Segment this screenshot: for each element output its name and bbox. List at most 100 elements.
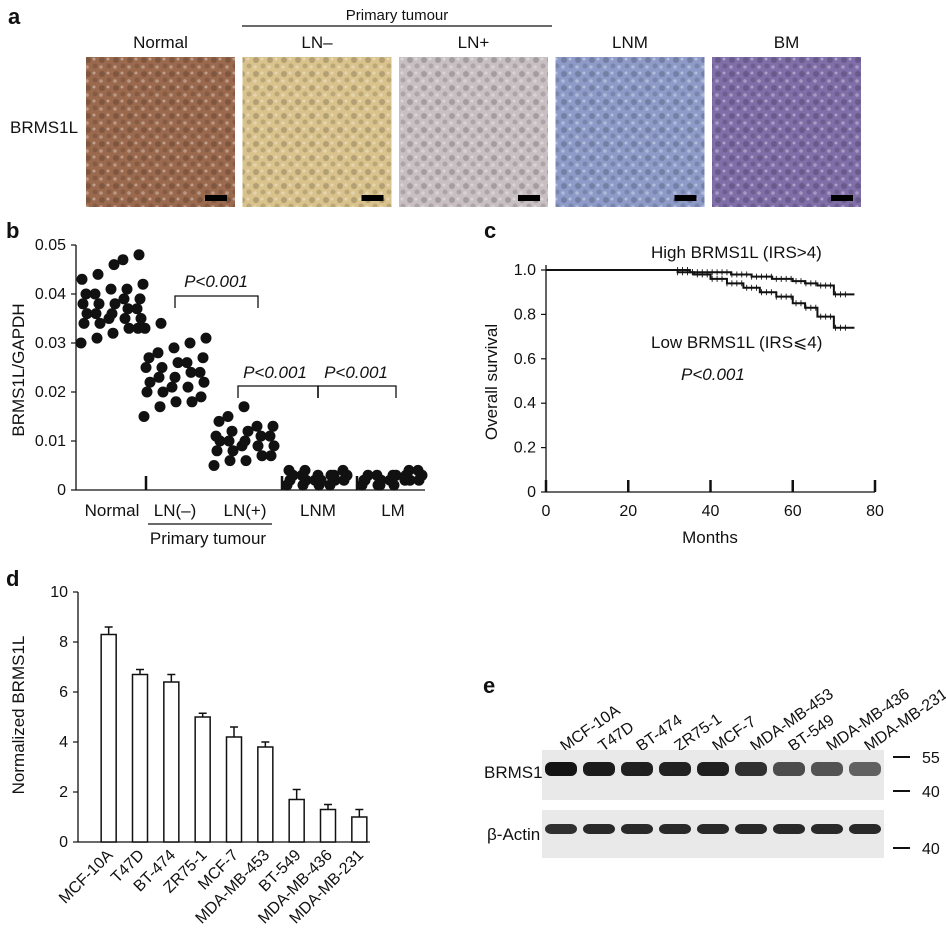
scale-bar-3 xyxy=(674,195,697,201)
point-normal-22 xyxy=(105,283,117,295)
point-normal-29 xyxy=(133,249,145,261)
panel-d: d Normalized BRMS1L 0246810MCF-10AT47DBT… xyxy=(6,566,370,927)
point-ln-8 xyxy=(252,440,264,452)
legend-high: High BRMS1L (IRS>4) xyxy=(651,243,822,262)
band-1-7 xyxy=(811,824,843,834)
band-0-2 xyxy=(621,762,653,776)
point-normal-0 xyxy=(75,337,87,349)
panel-b: b BRMS1L/GAPDH 0 0.01 0.02 0.03 0.04 0.05 Norm… xyxy=(6,218,428,548)
y-tick-label-2: 0.02 xyxy=(35,384,66,401)
bar-mda-mb-231 xyxy=(351,816,368,843)
bar-t47d xyxy=(131,673,149,843)
point-ln-21 xyxy=(152,347,164,359)
point-ln-21 xyxy=(222,411,234,422)
blot-row-label-actin: β-Actin xyxy=(487,825,540,844)
point-ln-12 xyxy=(169,371,181,383)
bar-zr75-1 xyxy=(194,716,211,843)
point-normal-12 xyxy=(106,308,118,320)
point-normal-21 xyxy=(89,288,101,300)
y-tick-label-5: 0.05 xyxy=(35,237,66,254)
bar-bt-549 xyxy=(288,798,305,843)
point-ln-16 xyxy=(226,425,238,437)
survival-curve-0 xyxy=(546,269,855,296)
point-ln-2 xyxy=(240,455,252,467)
y-tick-label-4: 0.04 xyxy=(35,286,66,303)
point-ln-12 xyxy=(239,435,251,447)
c-x-tick-label-3: 60 xyxy=(784,503,802,520)
point-ln-18 xyxy=(251,420,263,432)
significance-bracket-0 xyxy=(174,295,259,308)
significance-label-2: P<0.001 xyxy=(324,363,388,382)
band-0-5 xyxy=(735,762,767,776)
band-0-3 xyxy=(659,762,691,776)
point-ln-15 xyxy=(140,362,152,373)
panel-c-letter: c xyxy=(484,218,496,243)
band-1-5 xyxy=(735,824,767,834)
bar-chart: 0246810MCF-10AT47DBT-474ZR75-1MCF-7MDA-M… xyxy=(50,584,370,927)
point-ln-11 xyxy=(223,435,235,447)
survival-curve-1 xyxy=(546,269,855,329)
point-normal-20 xyxy=(80,288,92,300)
point-ln-15 xyxy=(210,430,222,442)
y-tick-label-0: 0 xyxy=(57,482,66,499)
point-ln-13 xyxy=(255,430,267,442)
point-ln-5 xyxy=(141,386,153,398)
point-normal-15 xyxy=(77,298,89,310)
band-0-0 xyxy=(545,762,577,776)
point-lm-11 xyxy=(371,469,383,481)
d-y-tick-label-4: 8 xyxy=(59,634,68,651)
c-y-tick-label-5: 1.0 xyxy=(514,262,536,279)
point-ln-11 xyxy=(153,371,165,383)
bar-mda-mb-453 xyxy=(257,746,274,843)
point-ln-10 xyxy=(144,376,156,388)
point-ln-16 xyxy=(156,362,168,373)
band-0-7 xyxy=(811,762,843,776)
y-tick-label-3: 0.03 xyxy=(35,335,66,352)
panel-c-ylabel: Overall survival xyxy=(482,324,501,440)
tile-title-bm-4: BM xyxy=(774,33,800,52)
point-ln-22 xyxy=(168,342,180,354)
band-1-6 xyxy=(773,824,805,834)
panel-d-letter: d xyxy=(6,566,19,591)
band-1-3 xyxy=(659,824,691,834)
point-ln-4 xyxy=(265,450,277,462)
band-1-2 xyxy=(621,824,653,834)
c-y-tick-label-4: 0.8 xyxy=(514,306,536,323)
primary-tumour-label: Primary tumour xyxy=(346,7,449,24)
point-ln-7 xyxy=(166,381,178,393)
panel-d-ylabel: Normalized BRMS1L xyxy=(9,636,28,795)
c-y-tick-label-3: 0.6 xyxy=(514,351,536,368)
point-ln-20 xyxy=(213,415,225,427)
point-ln-19 xyxy=(197,352,209,364)
tile-title-ln-2: LN+ xyxy=(458,33,490,52)
point-ln-3 xyxy=(186,396,198,408)
band-0-6 xyxy=(773,762,805,776)
point-normal-5 xyxy=(78,317,90,329)
bar-mcf-10a xyxy=(100,633,117,843)
point-normal-24 xyxy=(137,278,149,290)
point-ln-6 xyxy=(227,445,239,457)
point-normal-27 xyxy=(108,259,120,271)
scatter-chart: 0 0.01 0.02 0.03 0.04 0.05 Normal LN(–) LN(+) LNM… xyxy=(35,237,428,525)
significance-label-0: P<0.001 xyxy=(184,272,248,291)
c-y-tick-label-2: 0.4 xyxy=(514,395,536,412)
point-ln-17 xyxy=(242,425,254,437)
d-y-tick-label-0: 0 xyxy=(59,834,68,851)
c-x-tick-label-0: 0 xyxy=(542,503,551,520)
point-ln-22 xyxy=(238,401,250,413)
point-normal-2 xyxy=(107,327,119,339)
point-ln-17 xyxy=(172,357,184,369)
point-ln-2 xyxy=(170,396,182,408)
band-0-4 xyxy=(697,762,729,776)
ihc-tile-texture-0 xyxy=(86,57,235,207)
point-ln-9 xyxy=(198,376,210,388)
d-y-tick-label-1: 2 xyxy=(59,784,68,801)
significance-label-1: P<0.001 xyxy=(243,363,307,382)
point-lm-17 xyxy=(390,469,402,481)
band-1-1 xyxy=(583,824,615,834)
tile-title-ln-1: LN– xyxy=(301,33,333,52)
point-normal-19 xyxy=(134,293,146,305)
point-ln-14 xyxy=(194,366,206,378)
x-label-ln-2: LN(+) xyxy=(224,501,267,520)
